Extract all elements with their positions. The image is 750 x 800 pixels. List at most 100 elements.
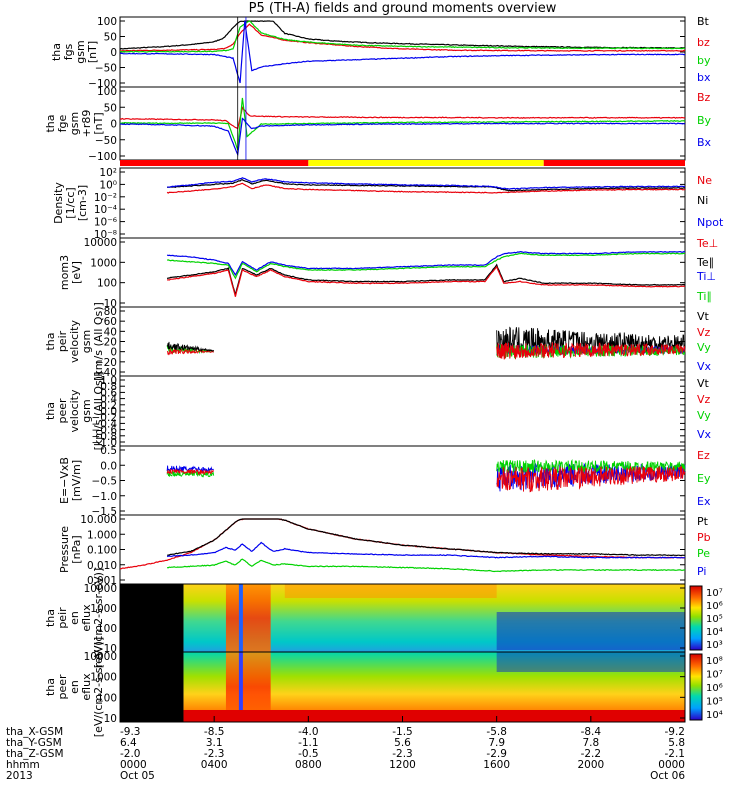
x-tick-label: Oct 05 [120, 770, 155, 782]
legend-Ez: Ez [697, 449, 710, 462]
y-tick-label: 80 [104, 306, 117, 318]
x-tick-label: -5.8 [486, 726, 507, 738]
y-tick-label: 10 [104, 713, 117, 725]
y-axis-label: peer [56, 398, 69, 424]
region-red-2 [543, 160, 685, 166]
x-tick-label: 6.4 [120, 737, 137, 749]
y-tick-label: 60 [104, 316, 117, 328]
x-tick-label: -2.2 [581, 748, 602, 760]
colorbar-tick-label: 10⁴ [706, 627, 723, 638]
region-red-1 [120, 160, 309, 166]
series-Npot [166, 177, 686, 190]
y-axis-label: [eV] [70, 261, 83, 284]
x-tick-label: 0000 [120, 759, 147, 771]
y-tick-label: 10000 [84, 583, 117, 595]
y-axis-label: [cm-3] [76, 185, 89, 221]
legend-By: By [697, 114, 712, 127]
legend-Vy: Vy [697, 409, 711, 422]
y-tick-label: 100 [97, 16, 117, 28]
y-tick-label: −100 [88, 78, 117, 90]
series-Bt [119, 20, 685, 50]
y-tick-label: −40 [95, 367, 117, 379]
noisy-trace-6 [496, 342, 686, 360]
x-tick-label: 1200 [389, 759, 416, 771]
series-By [119, 97, 686, 150]
x-tick-label: 7.9 [488, 737, 505, 749]
y-axis-label: tha [50, 43, 63, 61]
x-tick-label: -1.1 [298, 737, 319, 749]
x-tick-label: 5.6 [394, 737, 411, 749]
legend-Ey: Ey [697, 472, 711, 485]
y-axis-label: Density [52, 182, 65, 224]
legend-Vz: Vz [697, 393, 711, 406]
legend-Ni: Ni [697, 194, 708, 207]
y-axis-label: Pressure [58, 526, 71, 573]
low-flux-region [496, 652, 685, 672]
y-tick-label: 0.5 [100, 445, 117, 457]
legend-Vz: Vz [697, 326, 711, 339]
plasma-sheet-band [225, 584, 271, 652]
y-tick-label: 10.000 [80, 514, 117, 526]
series-Te∥ [166, 263, 686, 296]
y-tick-label: 0 [110, 347, 117, 359]
series-Bz [119, 106, 686, 130]
colorbar-tick-label: 10⁷ [706, 670, 723, 681]
y-axis-label: [eV/(cm2-s-sr-eV)] [92, 637, 105, 737]
panel-frame [119, 375, 686, 447]
panel-6: 1.00.80.60.40.20.0−0.2−0.4−0.6−0.8−1.0 th… [44, 372, 712, 451]
y-axis-label: tha [44, 114, 57, 132]
panel-9: 10000 1000 100 10 tha peir en eflux [eV/(cm2-s-s… [44, 568, 723, 668]
panel-frame [119, 514, 686, 585]
panel-frame [119, 16, 686, 88]
y-tick-label: 1.0 [100, 375, 117, 387]
panel-8: 10.000 1.000 0.100 0.010 0.001 Pressure [nPa] P… [58, 514, 711, 587]
series-Pt [167, 518, 685, 557]
legend-Vt: Vt [697, 310, 710, 323]
y-axis-label: eflux [80, 673, 93, 701]
y-tick-label: −50 [95, 63, 117, 75]
y-axis-label: tha [44, 609, 57, 627]
colorbar-tick-label: 10⁴ [706, 710, 723, 721]
high-energy-band [284, 584, 497, 598]
time-axis-row-label: tha_Z-GSM [6, 748, 64, 760]
y-axis-label: velocity [68, 389, 81, 432]
x-tick-label: 0800 [295, 759, 322, 771]
y-tick-label: −100 [88, 151, 117, 163]
y-axis-label: [nPa] [70, 535, 83, 563]
y-tick-label: −20 [95, 357, 117, 369]
colorbar [689, 585, 703, 651]
x-tick-label: 5.8 [668, 737, 685, 749]
y-axis-label: tha [44, 332, 57, 350]
narrow-feature [238, 652, 243, 722]
time-axis-row-label: hhmm [6, 759, 40, 771]
x-tick-label: -2.1 [665, 748, 686, 760]
legend-Vy: Vy [697, 341, 711, 354]
series-by [119, 20, 686, 53]
y-axis-label: gsm [68, 112, 81, 135]
y-axis-label: mom3 [58, 255, 71, 290]
series-Pi [166, 541, 686, 559]
x-tick-label: 2000 [577, 759, 604, 771]
x-tick-label: 7.8 [582, 737, 599, 749]
y-tick-label: −0.6 [92, 425, 118, 437]
panel-2: 100 50 0 −50 −100 tha fge gsm +r89 [nT] Bz By Bx [44, 86, 712, 163]
legend-Vx: Vx [697, 360, 712, 373]
y-tick-label: −1.0 [92, 437, 118, 449]
legend-Pe: Pe [697, 547, 710, 560]
series-Pb [119, 518, 686, 570]
series-Ti⊥ [166, 250, 686, 277]
y-tick-label: 50 [104, 32, 117, 44]
series-Bx [119, 117, 686, 157]
legend-Pb: Pb [697, 531, 711, 544]
y-tick-label: 0.4 [100, 394, 117, 406]
colorbar-tick-label: 10⁸ [706, 656, 723, 667]
series-Te⊥ [167, 265, 686, 297]
time-axis-row-label: 2013 [6, 770, 33, 782]
y-tick-label: 0 [110, 119, 117, 131]
x-tick-label: -9.2 [665, 726, 686, 738]
y-axis-label: peir [56, 330, 69, 352]
y-axis-label: peir [56, 607, 69, 629]
y-tick-label: −1.5 [92, 506, 118, 518]
